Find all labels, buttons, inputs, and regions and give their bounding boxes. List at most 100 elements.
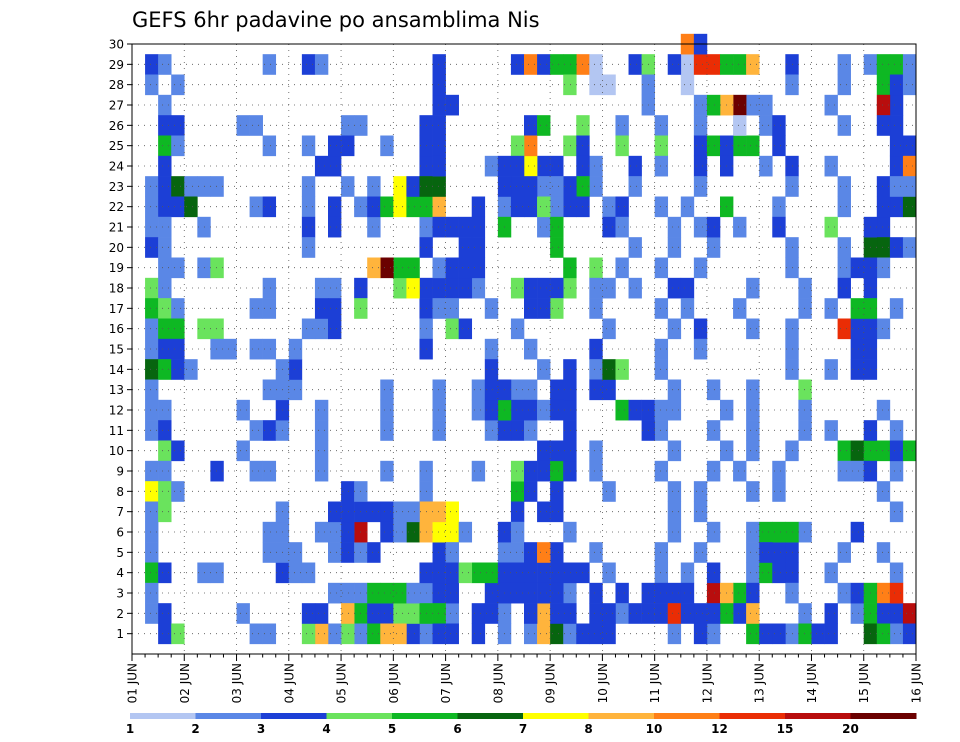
heatmap-cell	[367, 176, 381, 197]
y-tick-label: 19	[109, 261, 124, 275]
heatmap-cell	[458, 277, 473, 299]
heatmap-cell	[471, 277, 486, 299]
heatmap-cell	[288, 542, 303, 563]
legend-swatch	[850, 713, 917, 719]
heatmap-cell	[680, 196, 695, 218]
heatmap-cell	[380, 420, 394, 441]
x-tick-label: 10 JUN	[596, 663, 610, 703]
heatmap-cell	[563, 277, 577, 299]
heatmap-cell	[772, 623, 786, 645]
heatmap-cell	[602, 277, 616, 299]
heatmap-cell	[510, 582, 525, 604]
heatmap-cell	[367, 623, 381, 645]
heatmap-cell	[889, 155, 904, 177]
heatmap-cell	[628, 237, 642, 258]
heatmap-cell	[510, 521, 525, 543]
x-tick-label: 12 JUN	[700, 663, 714, 703]
heatmap-cell	[537, 501, 551, 523]
heatmap-cell	[510, 501, 525, 523]
heatmap-cell	[236, 399, 250, 421]
heatmap-cell	[145, 338, 159, 360]
y-tick-label: 8	[116, 485, 124, 499]
heatmap-cell	[249, 420, 263, 441]
heatmap-cell	[589, 460, 603, 482]
heatmap-cell	[667, 623, 682, 645]
x-tick-label: 13 JUN	[753, 663, 767, 703]
heatmap-cell	[432, 155, 446, 177]
heatmap-cell	[432, 135, 446, 157]
heatmap-cell	[733, 216, 747, 238]
heatmap-cell	[288, 359, 303, 380]
heatmap-cell	[746, 542, 760, 563]
heatmap-cell	[759, 623, 773, 645]
heatmap-cell	[524, 338, 538, 360]
heatmap-cell	[759, 542, 773, 563]
heatmap-cell	[563, 562, 577, 584]
heatmap-cell	[367, 582, 381, 604]
heatmap-cell	[171, 135, 185, 157]
heatmap-cell	[563, 379, 577, 401]
y-tick-label: 28	[109, 78, 124, 92]
heatmap-cell	[680, 74, 695, 96]
chart-title: GEFS 6hr padavine po ansamblima Nis	[132, 8, 540, 32]
heatmap-cell	[654, 155, 669, 177]
heatmap-cell	[524, 155, 538, 177]
heatmap-cell	[510, 420, 525, 441]
heatmap-cell	[484, 338, 499, 360]
heatmap-cell	[563, 623, 577, 645]
legend-swatch	[195, 713, 262, 719]
legend-label: 8	[584, 722, 592, 736]
heatmap-cell	[510, 318, 525, 340]
heatmap-cell	[484, 582, 499, 604]
x-tick-label: 02 JUN	[178, 663, 192, 703]
heatmap-cell	[458, 562, 473, 584]
heatmap-cell	[902, 74, 917, 96]
y-tick-label: 10	[109, 444, 124, 458]
heatmap-cell	[824, 216, 838, 238]
heatmap-cell	[445, 298, 459, 319]
heatmap-cell	[158, 155, 172, 177]
heatmap-cell	[680, 562, 695, 584]
heatmap-cell	[602, 196, 616, 218]
heatmap-cell	[445, 582, 459, 604]
heatmap-cell	[510, 176, 525, 197]
legend-label: 10	[646, 722, 663, 736]
heatmap-cell	[876, 481, 891, 502]
y-tick-label: 27	[109, 99, 124, 113]
heatmap-cell	[432, 94, 446, 116]
heatmap-cell	[210, 338, 224, 360]
heatmap-cell	[145, 542, 159, 563]
heatmap-cell	[628, 54, 642, 75]
heatmap-cell	[693, 338, 708, 360]
heatmap-cell	[667, 277, 682, 299]
heatmap-cell	[471, 603, 486, 624]
heatmap-cell	[667, 501, 682, 523]
heatmap-cell	[837, 115, 851, 136]
heatmap-cell	[341, 582, 355, 604]
heatmap-cell	[406, 277, 420, 299]
heatmap-cell	[733, 582, 747, 604]
heatmap-cell	[262, 135, 277, 157]
y-tick-label: 25	[109, 139, 124, 153]
heatmap-cell	[171, 440, 185, 462]
heatmap-cell	[301, 318, 316, 340]
heatmap-cell	[550, 460, 564, 482]
heatmap-cell	[693, 318, 708, 340]
heatmap-cell	[654, 420, 669, 441]
heatmap-cell	[262, 298, 277, 319]
heatmap-cell	[889, 562, 904, 584]
heatmap-cell	[432, 115, 446, 136]
heatmap-cell	[145, 176, 159, 197]
heatmap-cell	[602, 603, 616, 624]
heatmap-cell	[876, 399, 891, 421]
y-tick-label: 22	[109, 200, 124, 214]
heatmap-cell	[667, 54, 682, 75]
heatmap-cell	[537, 460, 551, 482]
heatmap-cell	[550, 440, 564, 462]
heatmap-cell	[484, 298, 499, 319]
heatmap-cell	[171, 196, 185, 218]
heatmap-cells	[145, 33, 917, 645]
heatmap-cell	[301, 135, 316, 157]
heatmap-cell	[406, 582, 420, 604]
